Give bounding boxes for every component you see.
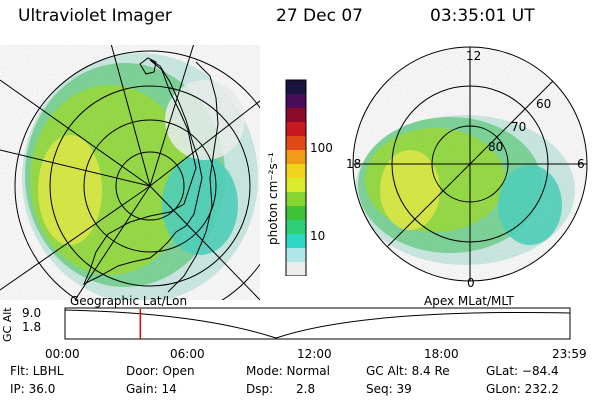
info-mode: Mode: Normal	[246, 364, 330, 378]
colorbar-swatch	[286, 206, 306, 221]
altitude-ytick-max: 9.0	[22, 306, 42, 320]
colorbar-tick-100: 100	[310, 141, 333, 155]
colorbar-tick-10: 10	[310, 229, 326, 243]
altitude-xtick-0: 00:00	[45, 347, 80, 361]
instrument-title: Ultraviolet Imager	[18, 6, 172, 26]
noise-overlay	[0, 45, 260, 300]
geographic-map	[0, 45, 260, 300]
geographic-caption: Geographic Lat/Lon	[70, 294, 188, 308]
colorbar-swatch	[286, 262, 306, 276]
time-label: 03:35:01 UT	[430, 6, 535, 26]
info-dsp: Dsp: 2.8	[246, 382, 316, 396]
altitude-plot	[64, 307, 571, 340]
colorbar-swatch	[286, 136, 306, 151]
altitude-xtick-2: 12:00	[297, 347, 332, 361]
mlt-label-6: 6	[577, 157, 585, 171]
info-gain: Gain: 14	[126, 382, 177, 396]
colorbar-frame	[285, 79, 307, 276]
colorbar-swatch	[286, 94, 306, 109]
altitude-xtick-3: 18:00	[424, 347, 459, 361]
latitude-grid	[14, 50, 260, 300]
mlat-label-80: 80	[488, 140, 503, 154]
colorbar-swatch	[286, 234, 306, 249]
date-label: 27 Dec 07	[276, 6, 363, 26]
colorbar-swatch	[286, 108, 306, 123]
mlt-label-0: 0	[467, 276, 475, 290]
continent-outline	[167, 61, 219, 293]
info-gc-alt: GC Alt: 8.4 Re	[366, 364, 450, 378]
antarctica-coastline	[83, 59, 203, 286]
colorbar-swatch	[286, 150, 306, 165]
info-door: Door: Open	[126, 364, 195, 378]
mlat-label-60: 60	[536, 97, 551, 111]
mlt-label-18: 18	[346, 157, 361, 171]
colorbar-unit-label: photon cm⁻²s⁻¹	[266, 152, 280, 245]
colorbar	[285, 79, 307, 276]
info-seq: Seq: 39	[366, 382, 412, 396]
altitude-xtick-1: 06:00	[170, 347, 205, 361]
colorbar-swatch	[286, 178, 306, 193]
island-outline	[139, 57, 157, 75]
colorbar-swatch	[286, 122, 306, 137]
colorbar-swatch	[286, 192, 306, 207]
info-flt: Flt: LBHL	[10, 364, 64, 378]
mlt-label-12: 12	[466, 49, 481, 63]
mlat-label-70: 70	[511, 120, 526, 134]
magnetic-map: 12 18 6 0 60 70 80	[346, 46, 588, 290]
colorbar-swatch	[286, 164, 306, 179]
altitude-ytick-min: 1.8	[22, 320, 42, 334]
colorbar-swatch	[286, 248, 306, 263]
info-glat: GLat: −84.4	[486, 364, 559, 378]
longitude-grid	[0, 45, 260, 300]
colorbar-swatch	[286, 220, 306, 235]
info-ip: IP: 36.0	[10, 382, 56, 396]
info-glon: GLon: 232.2	[486, 382, 559, 396]
colorbar-swatch	[286, 80, 306, 95]
altitude-xtick-4: 23:59	[552, 347, 587, 361]
mlt-grid	[353, 47, 587, 281]
colorbar-swatches	[286, 80, 306, 276]
altitude-curve	[64, 309, 571, 339]
altitude-frame	[64, 307, 571, 340]
magnetic-caption: Apex MLat/MLT	[424, 294, 514, 308]
